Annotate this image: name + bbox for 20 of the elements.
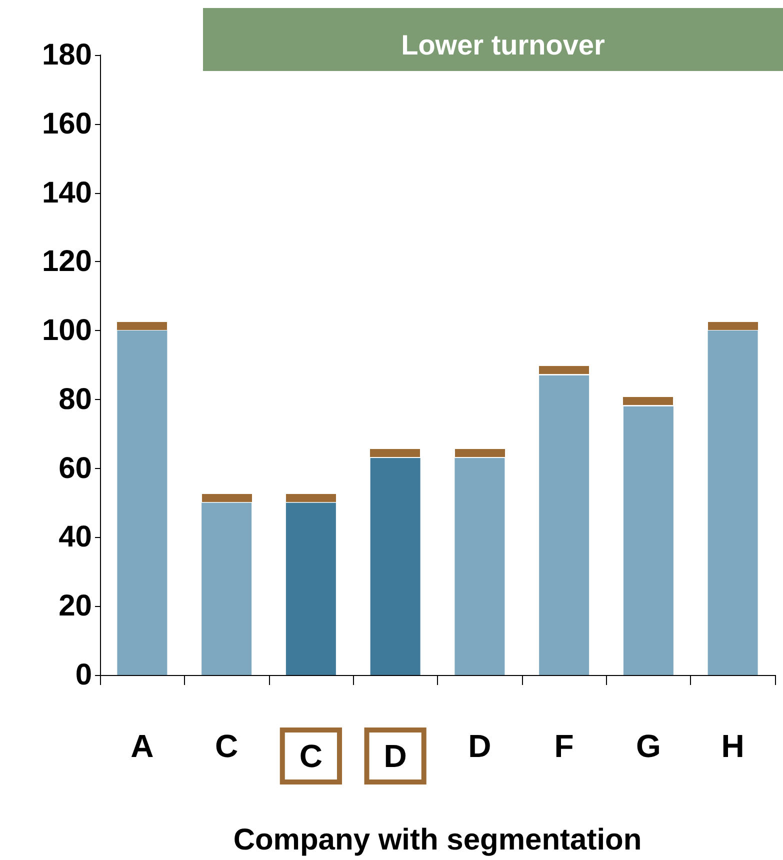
y-tick-label: 120: [42, 245, 92, 278]
chart-title: Lower turnover: [401, 30, 606, 60]
y-tick-label: 40: [58, 520, 92, 554]
x-tick-label: D: [384, 738, 407, 774]
y-tick-label: 160: [42, 107, 92, 140]
y-tick-label: 20: [58, 590, 92, 623]
y-tick-label: 60: [58, 452, 92, 485]
y-tick-label: 0: [75, 658, 92, 692]
x-tick-label: A: [130, 728, 154, 764]
x-tick-label: G: [636, 728, 661, 764]
x-tick-label: C: [215, 728, 238, 764]
y-tick-label: 80: [58, 382, 92, 416]
y-tick-label: 180: [42, 38, 92, 72]
y-tick-label: 140: [42, 176, 92, 210]
x-axis-title: Company with segmentation: [233, 824, 642, 856]
x-tick-label: C: [299, 738, 322, 774]
x-tick-label: D: [468, 728, 492, 764]
x-tick-label: H: [721, 728, 744, 764]
x-tick-label: F: [554, 728, 574, 764]
y-tick-label: 100: [42, 314, 92, 348]
